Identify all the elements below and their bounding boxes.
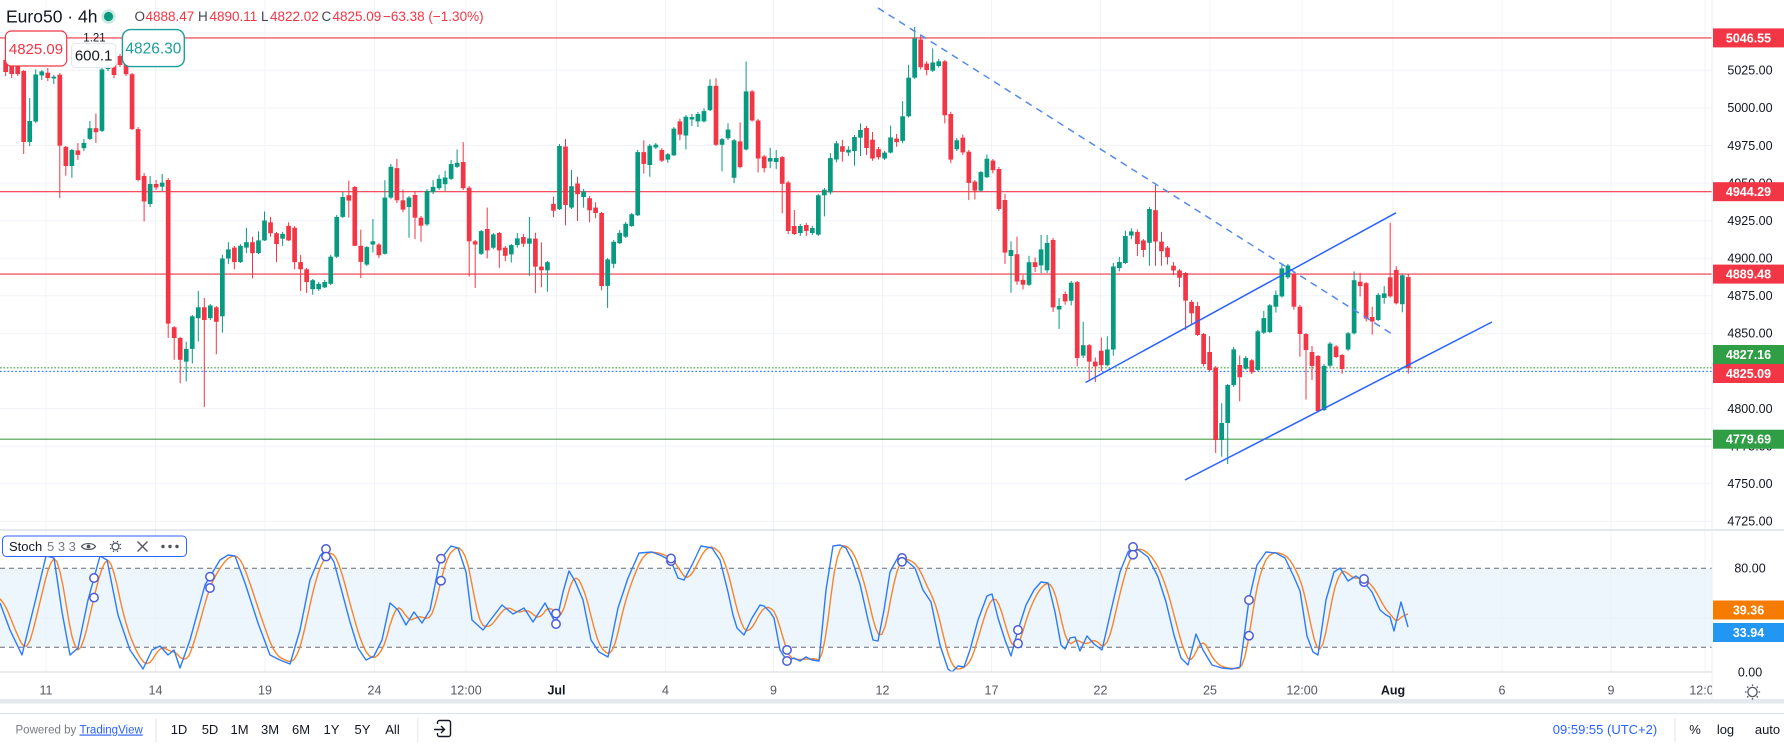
svg-text:4826.30: 4826.30 <box>125 41 181 58</box>
svg-text:Jul: Jul <box>547 684 565 698</box>
svg-text:0.00: 0.00 <box>1738 665 1762 679</box>
svg-text:TradingView: TradingView <box>80 725 144 737</box>
svg-text:4889.48: 4889.48 <box>1726 268 1771 282</box>
svg-text:4888.47: 4888.47 <box>146 9 195 24</box>
svg-text:1.21: 1.21 <box>83 33 105 45</box>
svg-text:39.36: 39.36 <box>1733 603 1764 617</box>
svg-text:6: 6 <box>1499 684 1506 698</box>
svg-text:24: 24 <box>368 684 382 698</box>
svg-text:12:00: 12:00 <box>450 684 481 698</box>
svg-text:5 3 3: 5 3 3 <box>47 539 76 554</box>
svg-text:4800.00: 4800.00 <box>1727 402 1772 416</box>
svg-text:4825.09: 4825.09 <box>1726 367 1771 381</box>
svg-text:11: 11 <box>40 684 53 698</box>
svg-text:12:00: 12:00 <box>1286 684 1317 698</box>
svg-text:12:00: 12:00 <box>1689 684 1720 698</box>
svg-text:33.94: 33.94 <box>1733 626 1764 640</box>
svg-text:O: O <box>135 9 146 24</box>
svg-text:5046.55: 5046.55 <box>1726 31 1771 45</box>
svg-text:4925.00: 4925.00 <box>1727 214 1772 228</box>
svg-text:4875.00: 4875.00 <box>1727 289 1772 303</box>
svg-text:4825.09: 4825.09 <box>333 9 382 24</box>
svg-text:Aug: Aug <box>1381 684 1405 698</box>
svg-text:Euro50 · 4h: Euro50 · 4h <box>6 7 97 27</box>
svg-text:9: 9 <box>1608 684 1615 698</box>
svg-text:4890.11: 4890.11 <box>210 9 258 24</box>
svg-text:Powered by: Powered by <box>16 725 77 737</box>
svg-text:4750.00: 4750.00 <box>1727 477 1772 491</box>
svg-text:−63.38 (−1.30%): −63.38 (−1.30%) <box>383 9 484 24</box>
svg-text:4725.00: 4725.00 <box>1727 515 1772 529</box>
svg-text:5Y: 5Y <box>355 722 371 737</box>
svg-text:4850.00: 4850.00 <box>1727 327 1772 341</box>
svg-text:auto: auto <box>1755 722 1780 737</box>
svg-text:5D: 5D <box>202 722 219 737</box>
svg-text:All: All <box>385 722 400 737</box>
svg-text:4779.69: 4779.69 <box>1726 433 1771 447</box>
svg-text:4900.00: 4900.00 <box>1727 252 1772 266</box>
svg-text:1D: 1D <box>171 722 188 737</box>
svg-text:5000.00: 5000.00 <box>1727 101 1772 115</box>
svg-text:600.1: 600.1 <box>75 48 113 65</box>
svg-text:H: H <box>198 9 208 24</box>
svg-text:12: 12 <box>876 684 890 698</box>
svg-text:3M: 3M <box>261 722 279 737</box>
svg-text:22: 22 <box>1094 684 1108 698</box>
svg-text:4827.16: 4827.16 <box>1726 348 1771 362</box>
svg-text:Stoch: Stoch <box>9 539 42 554</box>
svg-text:4822.02: 4822.02 <box>270 9 319 24</box>
svg-text:17: 17 <box>985 684 999 698</box>
svg-text:C: C <box>322 9 332 24</box>
svg-text:L: L <box>261 9 269 24</box>
svg-text:9: 9 <box>770 684 777 698</box>
svg-text:4975.00: 4975.00 <box>1727 139 1772 153</box>
svg-text:4825.09: 4825.09 <box>9 41 63 58</box>
svg-text:log: log <box>1717 722 1734 737</box>
svg-text:6M: 6M <box>292 722 310 737</box>
svg-text:%: % <box>1689 722 1701 737</box>
svg-text:5025.00: 5025.00 <box>1727 64 1772 78</box>
svg-text:4944.29: 4944.29 <box>1726 185 1771 199</box>
svg-text:09:59:55 (UTC+2): 09:59:55 (UTC+2) <box>1553 722 1657 737</box>
svg-text:1Y: 1Y <box>324 722 340 737</box>
svg-text:25: 25 <box>1203 684 1217 698</box>
svg-text:80.00: 80.00 <box>1734 562 1765 576</box>
svg-text:14: 14 <box>149 684 163 698</box>
svg-text:4: 4 <box>662 684 669 698</box>
svg-text:1M: 1M <box>230 722 248 737</box>
svg-text:19: 19 <box>258 684 272 698</box>
